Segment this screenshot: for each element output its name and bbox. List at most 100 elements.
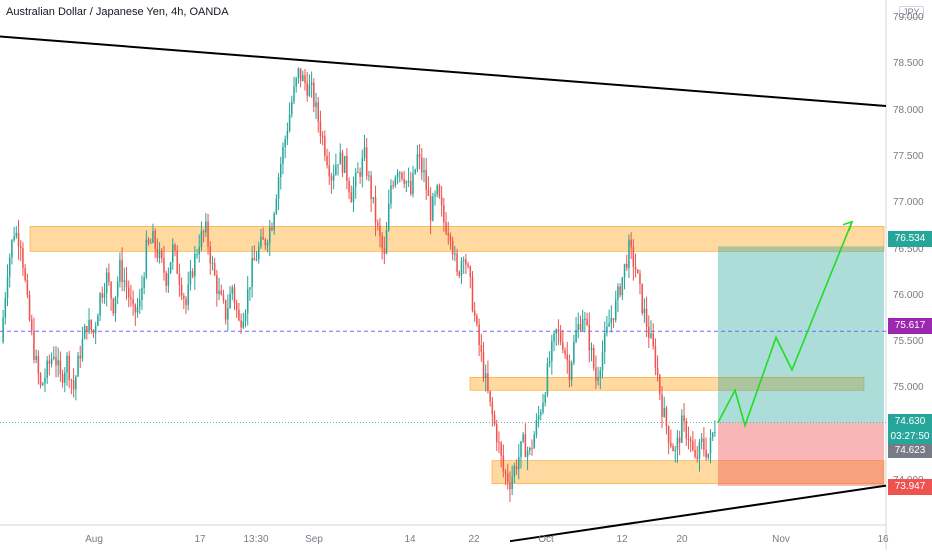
candle bbox=[564, 350, 566, 355]
candle bbox=[707, 453, 710, 458]
candle bbox=[405, 181, 408, 184]
candle bbox=[233, 287, 236, 303]
candle bbox=[350, 192, 353, 203]
candle bbox=[659, 375, 661, 395]
candle bbox=[185, 298, 187, 306]
candle bbox=[465, 259, 467, 265]
candle bbox=[218, 290, 220, 294]
candle bbox=[2, 317, 4, 343]
candle bbox=[53, 356, 55, 359]
candle bbox=[639, 273, 641, 284]
candle bbox=[524, 434, 527, 457]
lower-trendline bbox=[509, 484, 887, 543]
candle bbox=[537, 415, 540, 421]
candle bbox=[398, 172, 401, 174]
candle bbox=[447, 233, 450, 236]
candle bbox=[110, 282, 112, 299]
candle bbox=[489, 390, 491, 402]
candle bbox=[540, 412, 542, 416]
y-tick-label: 75.500 bbox=[893, 336, 924, 348]
projection-path bbox=[717, 221, 853, 429]
candle bbox=[597, 377, 599, 381]
candle bbox=[383, 248, 386, 254]
candle bbox=[368, 175, 370, 177]
candle bbox=[189, 271, 192, 285]
candle bbox=[242, 321, 245, 328]
candle bbox=[183, 296, 185, 299]
candle bbox=[590, 347, 593, 351]
candle bbox=[348, 180, 350, 193]
candle bbox=[645, 308, 648, 327]
candle bbox=[114, 296, 117, 314]
candle bbox=[339, 152, 342, 165]
x-tick-label: Sep bbox=[305, 534, 323, 545]
candle bbox=[601, 351, 604, 371]
candle bbox=[66, 355, 68, 373]
candle bbox=[262, 237, 264, 240]
candle bbox=[458, 271, 461, 276]
candle bbox=[625, 264, 628, 268]
candle bbox=[178, 273, 181, 285]
candle bbox=[396, 172, 399, 178]
candle bbox=[264, 239, 267, 246]
x-tick-label: 20 bbox=[676, 534, 688, 545]
position-profit-box bbox=[718, 246, 884, 423]
x-tick-label: Aug bbox=[85, 534, 103, 545]
candle bbox=[160, 250, 163, 259]
candle bbox=[282, 147, 284, 164]
candle bbox=[72, 380, 75, 390]
candle bbox=[220, 290, 223, 295]
candle bbox=[41, 383, 44, 386]
candle bbox=[19, 246, 22, 248]
candle bbox=[581, 319, 584, 331]
candle bbox=[222, 294, 225, 301]
candle bbox=[101, 293, 104, 298]
candle bbox=[125, 280, 128, 288]
candle bbox=[392, 185, 394, 187]
candle bbox=[517, 456, 520, 470]
candle bbox=[692, 441, 694, 450]
candle bbox=[513, 466, 516, 477]
candle bbox=[165, 272, 167, 286]
candle bbox=[44, 377, 46, 384]
currency-label[interactable]: JPY bbox=[899, 6, 924, 18]
candle bbox=[570, 362, 573, 380]
candle bbox=[509, 482, 511, 490]
candle bbox=[328, 165, 331, 177]
candle bbox=[306, 82, 308, 96]
candle bbox=[4, 297, 7, 318]
candle bbox=[68, 355, 70, 380]
candle bbox=[152, 230, 154, 243]
price-badge: 73.947 bbox=[888, 479, 932, 495]
candle bbox=[471, 276, 474, 311]
candle bbox=[172, 244, 174, 263]
candle bbox=[156, 248, 159, 259]
candle bbox=[224, 300, 227, 320]
candle bbox=[352, 186, 355, 203]
price-badge: 74.630 bbox=[888, 414, 932, 430]
candle bbox=[8, 257, 11, 277]
candle bbox=[145, 239, 148, 278]
candle bbox=[112, 298, 115, 314]
candle bbox=[341, 152, 344, 173]
candle bbox=[498, 442, 500, 444]
candle bbox=[663, 407, 665, 417]
candle bbox=[313, 82, 315, 107]
candle bbox=[158, 250, 161, 259]
candle bbox=[511, 476, 513, 490]
candle bbox=[317, 102, 320, 122]
candle bbox=[555, 329, 558, 334]
candle bbox=[346, 156, 348, 181]
candle bbox=[149, 242, 152, 244]
candle bbox=[698, 441, 701, 459]
candle bbox=[238, 309, 240, 321]
candle bbox=[694, 449, 696, 457]
candle bbox=[295, 78, 297, 87]
candle bbox=[127, 287, 130, 298]
candle bbox=[143, 277, 145, 288]
candle bbox=[154, 230, 156, 249]
candle bbox=[529, 448, 531, 451]
candle bbox=[134, 304, 137, 313]
